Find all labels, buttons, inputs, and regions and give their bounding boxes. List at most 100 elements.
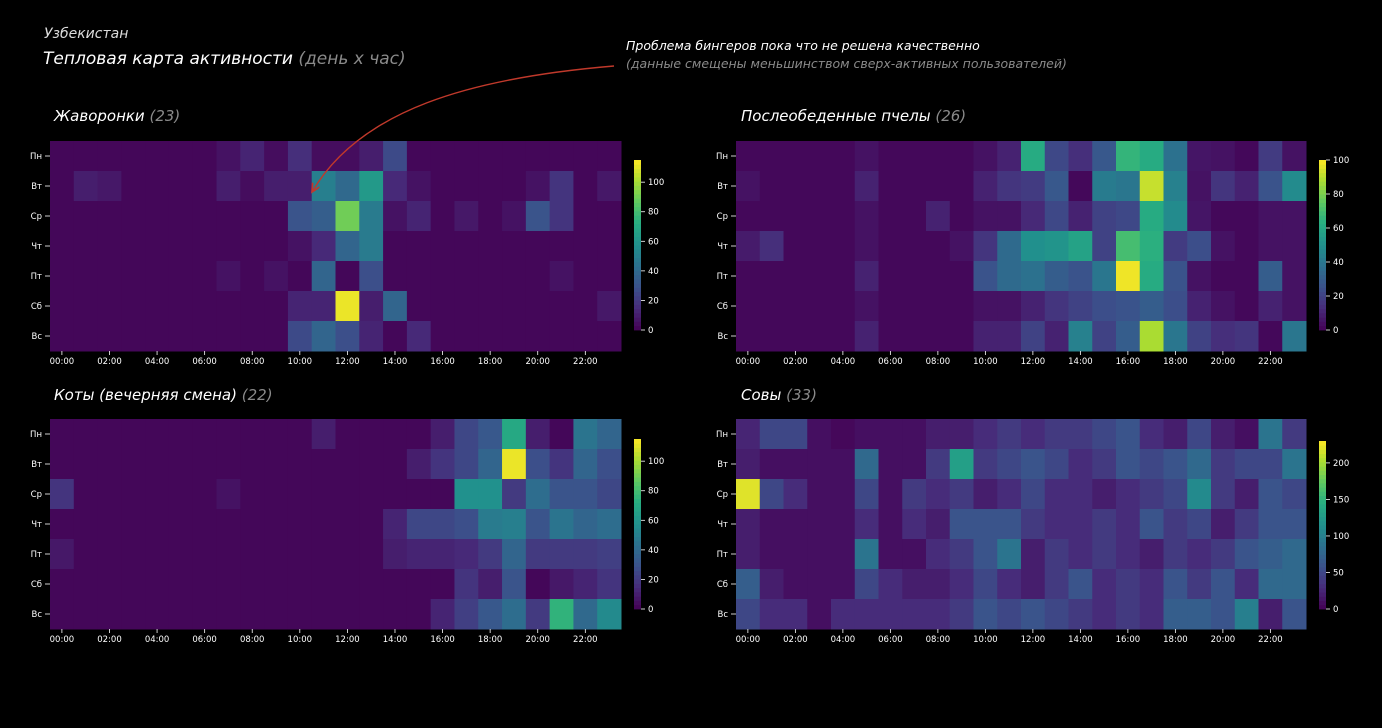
heatmap-cell bbox=[973, 569, 998, 600]
heatmap-cell bbox=[383, 569, 408, 600]
heatmap-cell bbox=[1068, 449, 1093, 480]
heatmap-cell bbox=[359, 231, 384, 262]
heatmap-cell bbox=[121, 599, 146, 630]
heatmap-cell bbox=[145, 321, 170, 352]
heatmap-cell bbox=[335, 321, 360, 352]
heatmap-cell bbox=[1139, 261, 1164, 292]
x-tick-label: 02:00 bbox=[783, 635, 808, 645]
heatmap-cell bbox=[549, 141, 574, 172]
heatmap-cell bbox=[1021, 599, 1046, 630]
heatmap-cell bbox=[807, 261, 832, 292]
heatmap-cell bbox=[597, 569, 622, 600]
colorbar-segment bbox=[634, 253, 641, 259]
heatmap-cell bbox=[597, 231, 622, 262]
heatmap-cell bbox=[1211, 291, 1236, 322]
heatmap-cell bbox=[831, 509, 856, 540]
colorbar-segment bbox=[1319, 571, 1326, 576]
heatmap-cell bbox=[1092, 231, 1117, 262]
heatmap-cell bbox=[121, 171, 146, 202]
heatmap-cell bbox=[216, 449, 241, 480]
colorbar-segment bbox=[1319, 181, 1326, 186]
colorbar-tick-label: 150 bbox=[1333, 495, 1349, 505]
heatmap-cell bbox=[1258, 141, 1283, 172]
heatmap-cell bbox=[1282, 261, 1307, 292]
colorbar-segment bbox=[1319, 533, 1326, 538]
heatmap-cell bbox=[759, 449, 784, 480]
heatmap-cell bbox=[878, 569, 903, 600]
heatmap-cell bbox=[478, 569, 503, 600]
heatmap-cell bbox=[1068, 321, 1093, 352]
colorbar-segment bbox=[1319, 588, 1326, 593]
heatmap-cell bbox=[1021, 261, 1046, 292]
colorbar-segment bbox=[634, 296, 641, 301]
colorbar-segment bbox=[1319, 206, 1326, 212]
colorbar-segment bbox=[634, 249, 641, 254]
heatmap-cell bbox=[192, 291, 218, 322]
heatmap-cell bbox=[878, 261, 903, 292]
row-label: Ср bbox=[31, 490, 42, 500]
heatmap-cell bbox=[240, 419, 265, 450]
heatmap-cell bbox=[287, 419, 313, 450]
heatmap-cell bbox=[359, 419, 384, 450]
heatmap-cell bbox=[406, 449, 432, 480]
colorbar-segment bbox=[634, 300, 641, 305]
x-tick-label: 12:00 bbox=[335, 635, 360, 645]
heatmap-cell bbox=[597, 171, 622, 202]
heatmap-cell bbox=[525, 231, 551, 262]
colorbar-segment bbox=[634, 519, 641, 525]
heatmap-cell bbox=[831, 539, 856, 570]
heatmap-cell bbox=[783, 231, 808, 262]
colorbar-segment bbox=[634, 490, 641, 495]
colorbar-segment bbox=[1319, 478, 1326, 484]
x-tick-label: 12:00 bbox=[1021, 635, 1046, 645]
heatmap-cell bbox=[997, 539, 1022, 570]
heatmap-cell bbox=[902, 419, 927, 450]
heatmap-cell bbox=[1044, 201, 1069, 232]
heatmap-cell bbox=[597, 509, 622, 540]
heatmap-cell bbox=[902, 231, 927, 262]
heatmap-cell bbox=[597, 479, 622, 510]
heatmap-cell bbox=[1044, 261, 1069, 292]
heatmap-cell bbox=[287, 201, 313, 232]
heatmap-cell bbox=[1163, 291, 1188, 322]
heatmap-cell bbox=[736, 479, 761, 510]
colorbar-segment bbox=[1319, 583, 1326, 589]
heatmap-cell bbox=[168, 141, 194, 172]
annotation-subtitle: (данные смещены меньшинством сверх-актив… bbox=[626, 56, 1067, 71]
heatmap-cell bbox=[831, 321, 856, 352]
heatmap-cell bbox=[1211, 261, 1236, 292]
colorbar-segment bbox=[634, 511, 641, 516]
colorbar-segment bbox=[634, 194, 641, 199]
country-label: Узбекистан bbox=[44, 26, 129, 42]
heatmap-cell bbox=[264, 261, 289, 292]
colorbar-segment bbox=[1319, 232, 1326, 237]
heatmap-cell bbox=[973, 201, 998, 232]
heatmap-cell bbox=[311, 449, 336, 480]
heatmap-cell bbox=[1211, 509, 1236, 540]
heatmap-cell bbox=[902, 539, 927, 570]
heatmap-cell bbox=[1258, 201, 1283, 232]
heatmap-cell bbox=[926, 509, 951, 540]
heatmap-cell bbox=[406, 419, 432, 450]
heatmap-cell bbox=[168, 171, 194, 202]
heatmap-cell bbox=[359, 261, 384, 292]
heatmap-cell bbox=[335, 419, 360, 450]
heatmap-cell bbox=[240, 231, 265, 262]
heatmap-cell bbox=[783, 201, 808, 232]
colorbar-segment bbox=[634, 211, 641, 216]
heatmap-cell bbox=[1139, 291, 1164, 322]
heatmap-cell bbox=[1258, 171, 1283, 202]
heatmap-cell bbox=[216, 321, 241, 352]
heatmap-cell bbox=[1187, 231, 1212, 262]
heatmap-cell bbox=[383, 261, 408, 292]
heatmap-cell bbox=[287, 569, 313, 600]
colorbar-segment bbox=[634, 313, 641, 318]
heatmap-cell bbox=[1139, 509, 1164, 540]
colorbar-segment bbox=[1319, 445, 1326, 450]
heatmap-cell bbox=[1044, 321, 1069, 352]
heatmap-cell bbox=[383, 171, 408, 202]
row-label: Чт bbox=[31, 242, 42, 252]
colorbar-segment bbox=[634, 164, 641, 169]
heatmap-cell bbox=[240, 171, 265, 202]
heatmap-cell bbox=[1116, 449, 1141, 480]
